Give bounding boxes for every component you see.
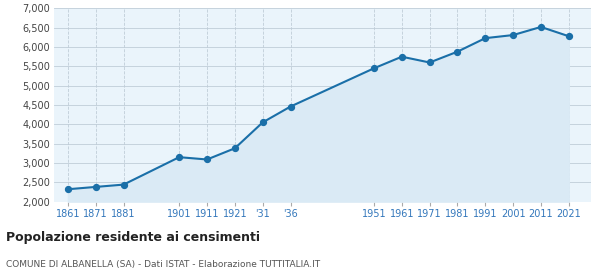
Point: [369, 66, 379, 71]
Point: [91, 185, 101, 189]
Point: [564, 34, 574, 38]
Point: [425, 60, 434, 65]
Point: [230, 146, 239, 151]
Point: [536, 25, 546, 29]
Text: COMUNE DI ALBANELLA (SA) - Dati ISTAT - Elaborazione TUTTITALIA.IT: COMUNE DI ALBANELLA (SA) - Dati ISTAT - …: [6, 260, 320, 269]
Point: [63, 187, 73, 192]
Text: Popolazione residente ai censimenti: Popolazione residente ai censimenti: [6, 231, 260, 244]
Point: [452, 50, 462, 54]
Point: [508, 33, 518, 37]
Point: [119, 182, 128, 187]
Point: [481, 36, 490, 40]
Point: [258, 120, 268, 125]
Point: [202, 157, 212, 162]
Point: [397, 54, 407, 59]
Point: [175, 155, 184, 159]
Point: [286, 104, 295, 109]
